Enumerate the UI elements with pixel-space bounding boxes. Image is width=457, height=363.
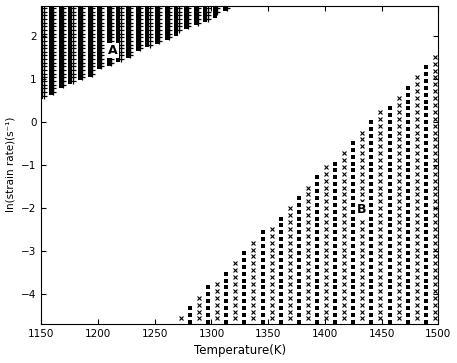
Text: B: B xyxy=(356,204,366,216)
Text: A: A xyxy=(108,44,117,57)
Y-axis label: ln(strain rate)(s⁻¹): ln(strain rate)(s⁻¹) xyxy=(5,117,16,212)
X-axis label: Temperature(K): Temperature(K) xyxy=(194,344,286,358)
